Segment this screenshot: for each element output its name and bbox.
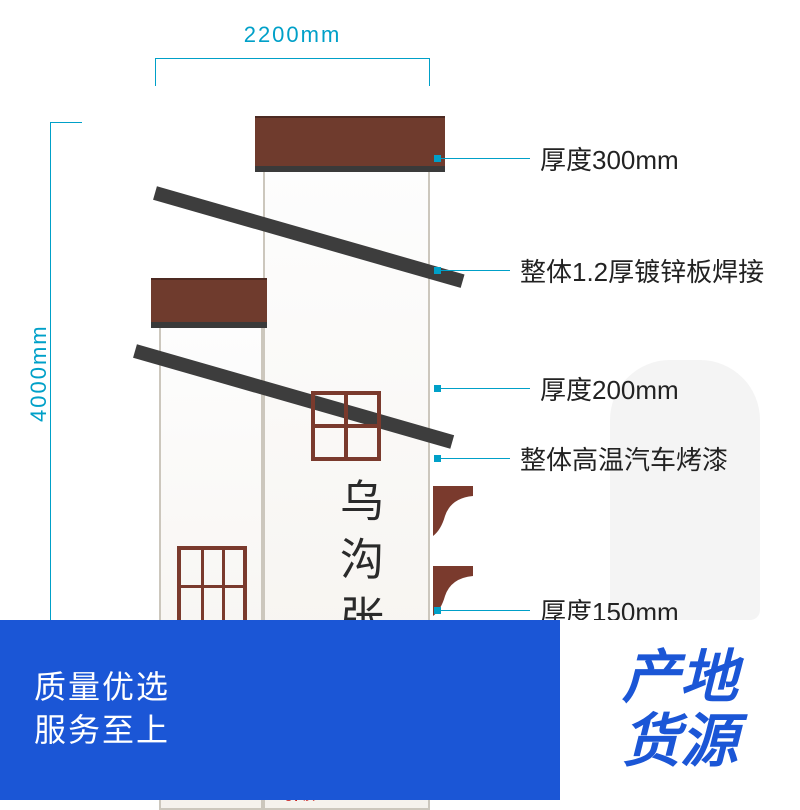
dimension-width: 2200mm <box>155 22 430 48</box>
callout-thickness-300: 厚度300mm <box>440 140 679 177</box>
callout-baked-paint: 整体高温汽车烤漆 <box>440 440 728 477</box>
roof-upper <box>255 116 445 172</box>
footer-right-badge: 产地 货源 <box>560 620 800 800</box>
footer-right-line1: 产地 <box>622 646 738 710</box>
callout-label: 整体1.2厚镀锌板焊接 <box>520 252 764 289</box>
callout-leader-line <box>440 270 510 271</box>
callout-thickness-200: 厚度200mm <box>440 370 679 407</box>
dimension-width-label: 2200mm <box>155 22 430 48</box>
footer-left-line2: 服务至上 <box>34 712 170 748</box>
lattice-square <box>311 391 381 461</box>
callout-leader-line <box>440 158 530 159</box>
callout-label: 厚度300mm <box>540 140 679 177</box>
footer-right-line2: 货源 <box>622 710 738 774</box>
footer-left-line1: 质量优选 <box>34 669 170 705</box>
callout-galvanized-weld: 整体1.2厚镀锌板焊接 <box>440 252 764 289</box>
callout-leader-line <box>440 388 530 389</box>
footer-banner: 质量优选 服务至上 产地 货源 <box>0 620 800 800</box>
callout-leader-line <box>440 458 510 459</box>
roof-lower <box>151 278 267 328</box>
dimension-width-line <box>155 58 430 59</box>
dimension-height-label: 4000mm <box>26 324 52 422</box>
callout-label: 厚度200mm <box>540 370 679 407</box>
callout-leader-line <box>440 610 530 611</box>
footer-left-slogan: 质量优选 服务至上 <box>0 620 560 800</box>
callout-label: 整体高温汽车烤漆 <box>520 440 728 477</box>
